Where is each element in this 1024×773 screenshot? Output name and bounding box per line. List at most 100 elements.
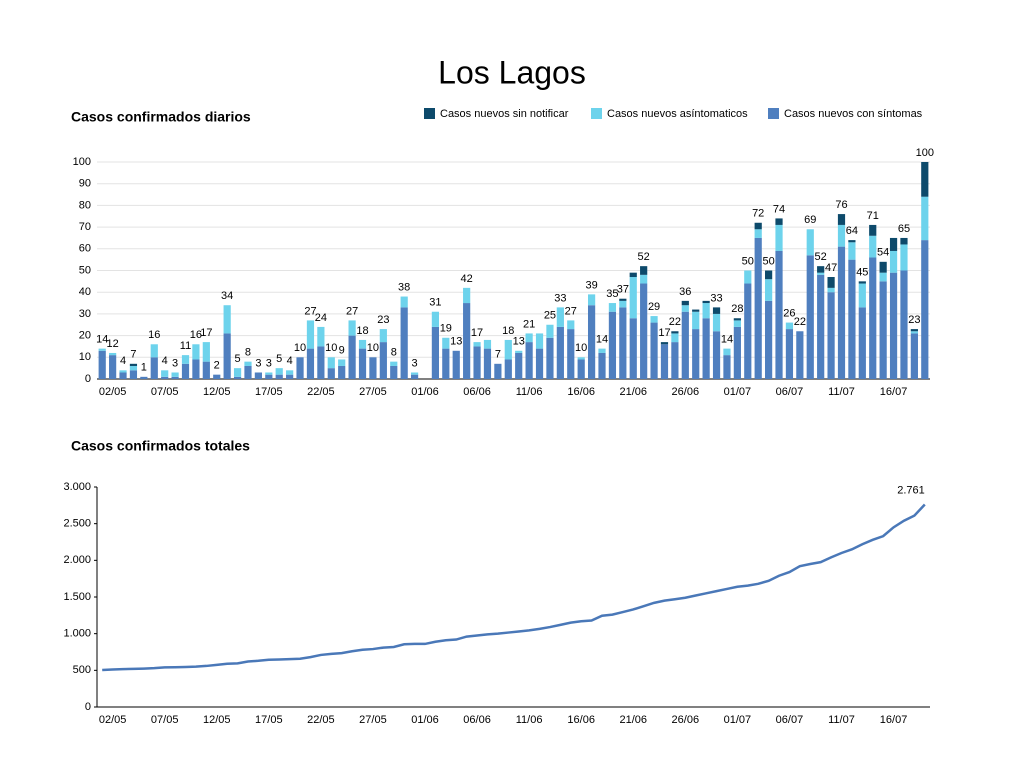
y-tick-label: 0	[85, 373, 91, 385]
bar-segment	[775, 250, 783, 379]
bar-segment	[910, 333, 918, 379]
y-tick-label: 40	[79, 286, 91, 298]
bar-segment	[848, 242, 856, 260]
x-tick-label: 21/06	[619, 386, 647, 398]
legend-label: Casos nuevos con síntomas	[784, 108, 923, 120]
bar-segment	[525, 333, 533, 343]
bar-segment	[921, 196, 929, 241]
bar-segment	[410, 374, 419, 379]
page-title: Los Lagos	[438, 54, 586, 90]
bar-total-label: 29	[648, 301, 660, 313]
bar-total-label: 2	[214, 360, 220, 372]
x-tick-label: 01/07	[724, 386, 752, 398]
bar-segment	[535, 333, 544, 349]
y-tick-label: 30	[79, 308, 91, 320]
bar-segment	[681, 311, 689, 379]
bar-total-label: 12	[106, 338, 118, 350]
legend-swatch	[424, 108, 435, 119]
bar-segment	[765, 300, 773, 379]
bar-segment	[869, 257, 877, 379]
bar-segment	[98, 348, 106, 351]
bar-total-label: 31	[429, 297, 441, 309]
bar-segment	[140, 376, 148, 379]
bar-total-label: 45	[856, 266, 868, 278]
x-tick-label: 11/06	[516, 714, 543, 726]
bar-total-label: 14	[721, 334, 733, 346]
bar-segment	[286, 370, 294, 375]
bar-segment	[806, 229, 814, 256]
y-tick-label: 1.000	[63, 628, 91, 640]
bar-segment	[733, 326, 741, 379]
x-tick-label: 16/07	[880, 386, 908, 398]
bar-total-label: 23	[908, 314, 920, 326]
bar-segment	[410, 372, 419, 375]
bar-segment	[442, 337, 450, 349]
bar-segment	[921, 240, 929, 379]
bar-total-label: 50	[742, 255, 754, 267]
x-tick-label: 17/05	[255, 714, 283, 726]
bar-segment	[244, 361, 252, 366]
bar-total-label: 74	[773, 203, 785, 215]
line	[102, 503, 926, 672]
bar-total-label: 10	[325, 342, 337, 354]
bar-segment	[473, 342, 481, 347]
x-tick-label: 01/06	[411, 386, 439, 398]
bar-segment	[712, 307, 721, 314]
bar-total-label: 14	[96, 334, 108, 346]
bar-total-label: 1	[141, 362, 147, 374]
legend-label: Casos nuevos asíntomaticos	[607, 108, 748, 120]
bar-segment	[473, 346, 481, 379]
bar-segment	[681, 305, 689, 312]
bar-segment	[327, 368, 335, 379]
bar-total-label: 33	[710, 292, 722, 304]
x-tick-label: 01/07	[724, 714, 752, 726]
bar-segment	[671, 342, 679, 379]
bar-total-label: 10	[367, 342, 379, 354]
bar-segment	[161, 376, 169, 379]
bar-segment	[265, 374, 273, 379]
bar-total-label: 100	[916, 147, 934, 159]
bar-total-label: 64	[846, 225, 858, 237]
y-tick-label: 10	[79, 351, 91, 363]
bar-segment	[556, 307, 564, 327]
bar-segment	[567, 329, 575, 379]
bar-segment	[848, 240, 856, 243]
x-tick-label: 22/05	[307, 714, 335, 726]
bar-segment	[254, 372, 262, 379]
bar-total-label: 16	[148, 329, 160, 341]
bar-segment	[171, 372, 179, 377]
bar-total-label: 35	[606, 288, 618, 300]
bar-segment	[109, 355, 117, 379]
y-tick-label: 2.500	[63, 518, 91, 530]
bar-segment	[827, 277, 835, 288]
bar-segment	[619, 298, 627, 301]
bar-total-label: 22	[794, 316, 806, 328]
x-tick-label: 27/05	[359, 714, 387, 726]
bar-segment	[817, 266, 825, 273]
bar-segment	[671, 333, 679, 343]
bar-total-label: 22	[669, 316, 681, 328]
bar-total-label: 39	[585, 279, 597, 291]
x-tick-label: 06/06	[463, 714, 491, 726]
bar-total-label: 18	[502, 325, 514, 337]
bar-total-label: 27	[565, 305, 577, 317]
bar-segment	[598, 348, 606, 353]
x-tick-label: 01/06	[411, 714, 439, 726]
bar-total-label: 5	[276, 353, 282, 365]
bar-segment	[754, 237, 762, 379]
y-tick-label: 90	[79, 178, 91, 190]
bar-segment	[463, 303, 471, 379]
bar-segment	[535, 348, 544, 379]
bar-segment	[796, 331, 804, 379]
bar-segment	[129, 370, 138, 379]
bar-segment	[577, 359, 585, 379]
bar-segment	[400, 296, 408, 308]
x-tick-label: 06/07	[776, 386, 804, 398]
x-tick-label: 26/06	[672, 386, 700, 398]
bar-segment	[431, 326, 440, 379]
bar-segment	[785, 329, 794, 379]
bar-segment	[640, 266, 648, 275]
x-tick-label: 12/05	[203, 714, 231, 726]
bar-segment	[577, 357, 585, 360]
bar-segment	[608, 303, 617, 312]
